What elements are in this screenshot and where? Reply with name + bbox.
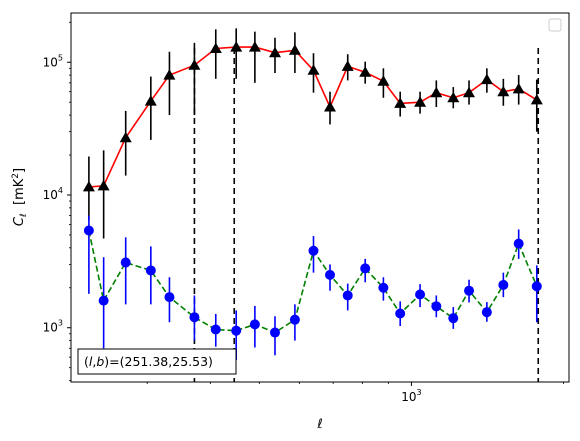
y-tick-label-0: 103 (43, 319, 63, 335)
axis-ticks: 103 104 105 103 (43, 21, 564, 404)
data-point (230, 41, 243, 52)
data-point (209, 42, 222, 53)
data-point (430, 86, 443, 98)
annotation-text: (l,b)=(251.38,25.53) (84, 354, 213, 369)
data-point (288, 44, 301, 55)
data-point (512, 82, 525, 94)
data-point (431, 301, 442, 312)
data-point (188, 59, 201, 70)
data-point (189, 312, 200, 323)
data-point (269, 327, 280, 338)
data-point (342, 290, 353, 301)
annotation: (l,b)=(251.38,25.53) (77, 348, 237, 375)
data-point (269, 46, 281, 58)
data-point (120, 257, 131, 268)
data-point (83, 225, 94, 236)
data-point (415, 289, 426, 300)
series-0 (82, 28, 543, 239)
legend-box (548, 18, 562, 32)
x-axis-label: ℓ (316, 417, 322, 432)
data-point (414, 96, 427, 107)
data-point (308, 245, 319, 256)
data-point (341, 60, 354, 71)
data-point (464, 285, 475, 296)
data-point (163, 69, 176, 80)
data-point (447, 91, 460, 103)
data-point (249, 319, 260, 330)
data-point (210, 324, 221, 335)
series-group (82, 28, 543, 361)
x-tick-label-0: 103 (401, 388, 421, 404)
data-point (324, 101, 336, 112)
data-point (394, 97, 407, 108)
plot-area-background (70, 12, 570, 383)
y-axis-label: Cℓ [mK2] (11, 168, 29, 226)
plot-frame (70, 12, 570, 383)
data-point (395, 308, 406, 319)
data-point (378, 282, 389, 293)
data-point (164, 292, 175, 303)
data-point (530, 93, 543, 105)
data-point (448, 313, 459, 324)
data-point (360, 263, 371, 274)
data-point (98, 295, 109, 306)
data-point (497, 85, 510, 97)
annotation-box (77, 348, 237, 375)
data-point (325, 269, 336, 280)
data-point (480, 73, 493, 85)
data-point (463, 86, 475, 98)
y-tick-label-2: 105 (43, 53, 63, 69)
data-point (82, 180, 95, 192)
y-tick-label-1: 104 (43, 186, 63, 202)
legend (548, 18, 562, 32)
data-point (289, 314, 300, 325)
data-point (481, 307, 492, 318)
data-point (97, 179, 110, 191)
series-1 (83, 215, 542, 361)
data-point (307, 64, 320, 75)
data-point (377, 75, 390, 86)
data-point (248, 41, 261, 52)
data-point (359, 66, 372, 77)
data-point (513, 238, 524, 249)
data-point (145, 265, 156, 276)
data-point (498, 279, 509, 290)
data-point (531, 281, 542, 292)
data-point (231, 325, 242, 336)
data-point (144, 95, 157, 106)
data-point (119, 131, 132, 143)
